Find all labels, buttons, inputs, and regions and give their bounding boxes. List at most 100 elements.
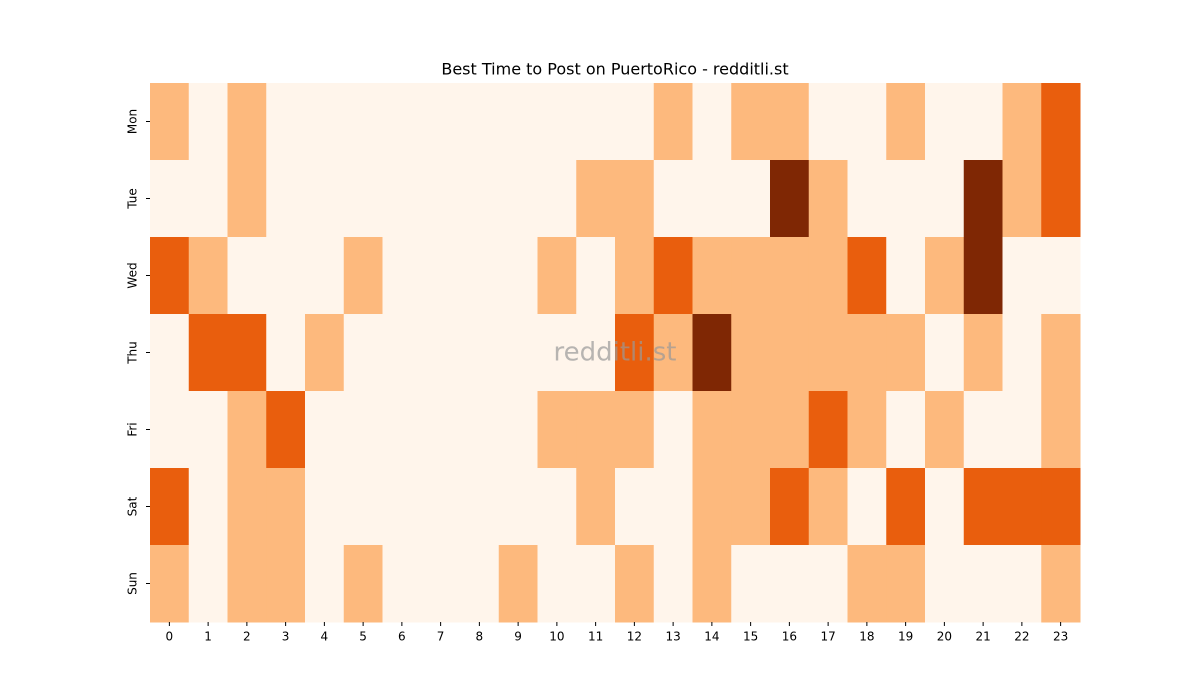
heat-cell	[847, 468, 887, 546]
heat-cell	[150, 83, 190, 161]
heat-cell	[576, 314, 616, 392]
heat-cell	[150, 391, 190, 469]
heat-cell	[1041, 160, 1081, 238]
heat-cell	[963, 83, 1003, 161]
heat-cell	[692, 545, 732, 623]
x-tick-label: 0	[166, 630, 174, 644]
heat-cell	[963, 314, 1003, 392]
heat-cell	[615, 83, 655, 161]
heat-cell	[150, 468, 190, 546]
heat-cell	[343, 468, 383, 546]
heat-cell	[653, 545, 693, 623]
heat-cell	[770, 314, 810, 392]
heat-cell	[188, 160, 228, 238]
heat-cell	[615, 160, 655, 238]
x-tick-label: 7	[437, 630, 445, 644]
heat-cell	[847, 160, 887, 238]
heat-cell	[343, 314, 383, 392]
x-tick-label: 16	[782, 630, 797, 644]
heat-cell	[498, 83, 538, 161]
heat-cell	[188, 468, 228, 546]
x-tick-label: 1	[204, 630, 212, 644]
heat-cell	[615, 314, 655, 392]
heat-cell	[925, 314, 965, 392]
heat-cell	[1041, 545, 1081, 623]
heat-cell	[382, 391, 422, 469]
heat-cell	[886, 237, 926, 315]
heat-cell	[731, 237, 771, 315]
heat-cell	[1002, 160, 1042, 238]
heat-cell	[1002, 314, 1042, 392]
heat-cell	[653, 314, 693, 392]
heat-cell	[266, 83, 306, 161]
x-tick-label: 19	[898, 630, 913, 644]
heat-cell	[498, 391, 538, 469]
heat-cell	[770, 83, 810, 161]
heat-cell	[963, 160, 1003, 238]
x-tick-label: 20	[937, 630, 952, 644]
x-tick-label: 22	[1014, 630, 1029, 644]
heat-cell	[886, 83, 926, 161]
heat-cell	[1002, 391, 1042, 469]
heat-cell	[460, 83, 500, 161]
heat-cell	[615, 237, 655, 315]
heat-cell	[925, 545, 965, 623]
heat-cell	[808, 391, 848, 469]
heat-cell	[847, 314, 887, 392]
heat-cell	[537, 83, 577, 161]
heat-cell	[188, 545, 228, 623]
heat-cell	[1002, 468, 1042, 546]
y-tick-label: Mon	[126, 109, 140, 134]
heat-cell	[576, 391, 616, 469]
heat-cell	[305, 314, 345, 392]
heat-cell	[1002, 83, 1042, 161]
heat-cell	[963, 391, 1003, 469]
heat-cell	[227, 545, 267, 623]
heat-cell	[653, 83, 693, 161]
heat-cell	[227, 160, 267, 238]
heat-cell	[343, 391, 383, 469]
heat-cell	[963, 545, 1003, 623]
heat-cell	[925, 237, 965, 315]
heat-cell	[847, 237, 887, 315]
x-tick-label: 14	[704, 630, 719, 644]
heat-cell	[537, 468, 577, 546]
heat-cell	[847, 83, 887, 161]
x-tick-label: 8	[476, 630, 484, 644]
heat-cell	[847, 391, 887, 469]
heat-cell	[343, 237, 383, 315]
y-tick-label: Sun	[126, 572, 140, 595]
heat-cell	[576, 237, 616, 315]
heat-cell	[305, 391, 345, 469]
heat-cell	[266, 160, 306, 238]
x-tick-label: 13	[665, 630, 680, 644]
heat-cell	[460, 391, 500, 469]
heat-cell	[692, 391, 732, 469]
heat-cell	[498, 314, 538, 392]
heat-cell	[305, 545, 345, 623]
heat-cell	[1041, 83, 1081, 161]
heat-cell	[227, 237, 267, 315]
heat-cell	[382, 160, 422, 238]
heat-cell	[925, 468, 965, 546]
y-tick-label: Wed	[126, 262, 140, 288]
watermark: redditli.st	[554, 338, 677, 368]
heat-cell	[1002, 237, 1042, 315]
y-tick-label: Fri	[126, 422, 140, 436]
heat-cell	[382, 314, 422, 392]
heat-cell	[1041, 468, 1081, 546]
heat-cell	[770, 545, 810, 623]
heat-cell	[731, 391, 771, 469]
x-tick-label: 4	[321, 630, 329, 644]
x-tick-label: 15	[743, 630, 758, 644]
heat-cell	[460, 237, 500, 315]
heat-cell	[886, 391, 926, 469]
heat-cell	[421, 545, 461, 623]
heat-cell	[963, 237, 1003, 315]
heat-cell	[421, 391, 461, 469]
heat-cell	[576, 545, 616, 623]
heat-cell	[886, 160, 926, 238]
heat-cell	[847, 545, 887, 623]
